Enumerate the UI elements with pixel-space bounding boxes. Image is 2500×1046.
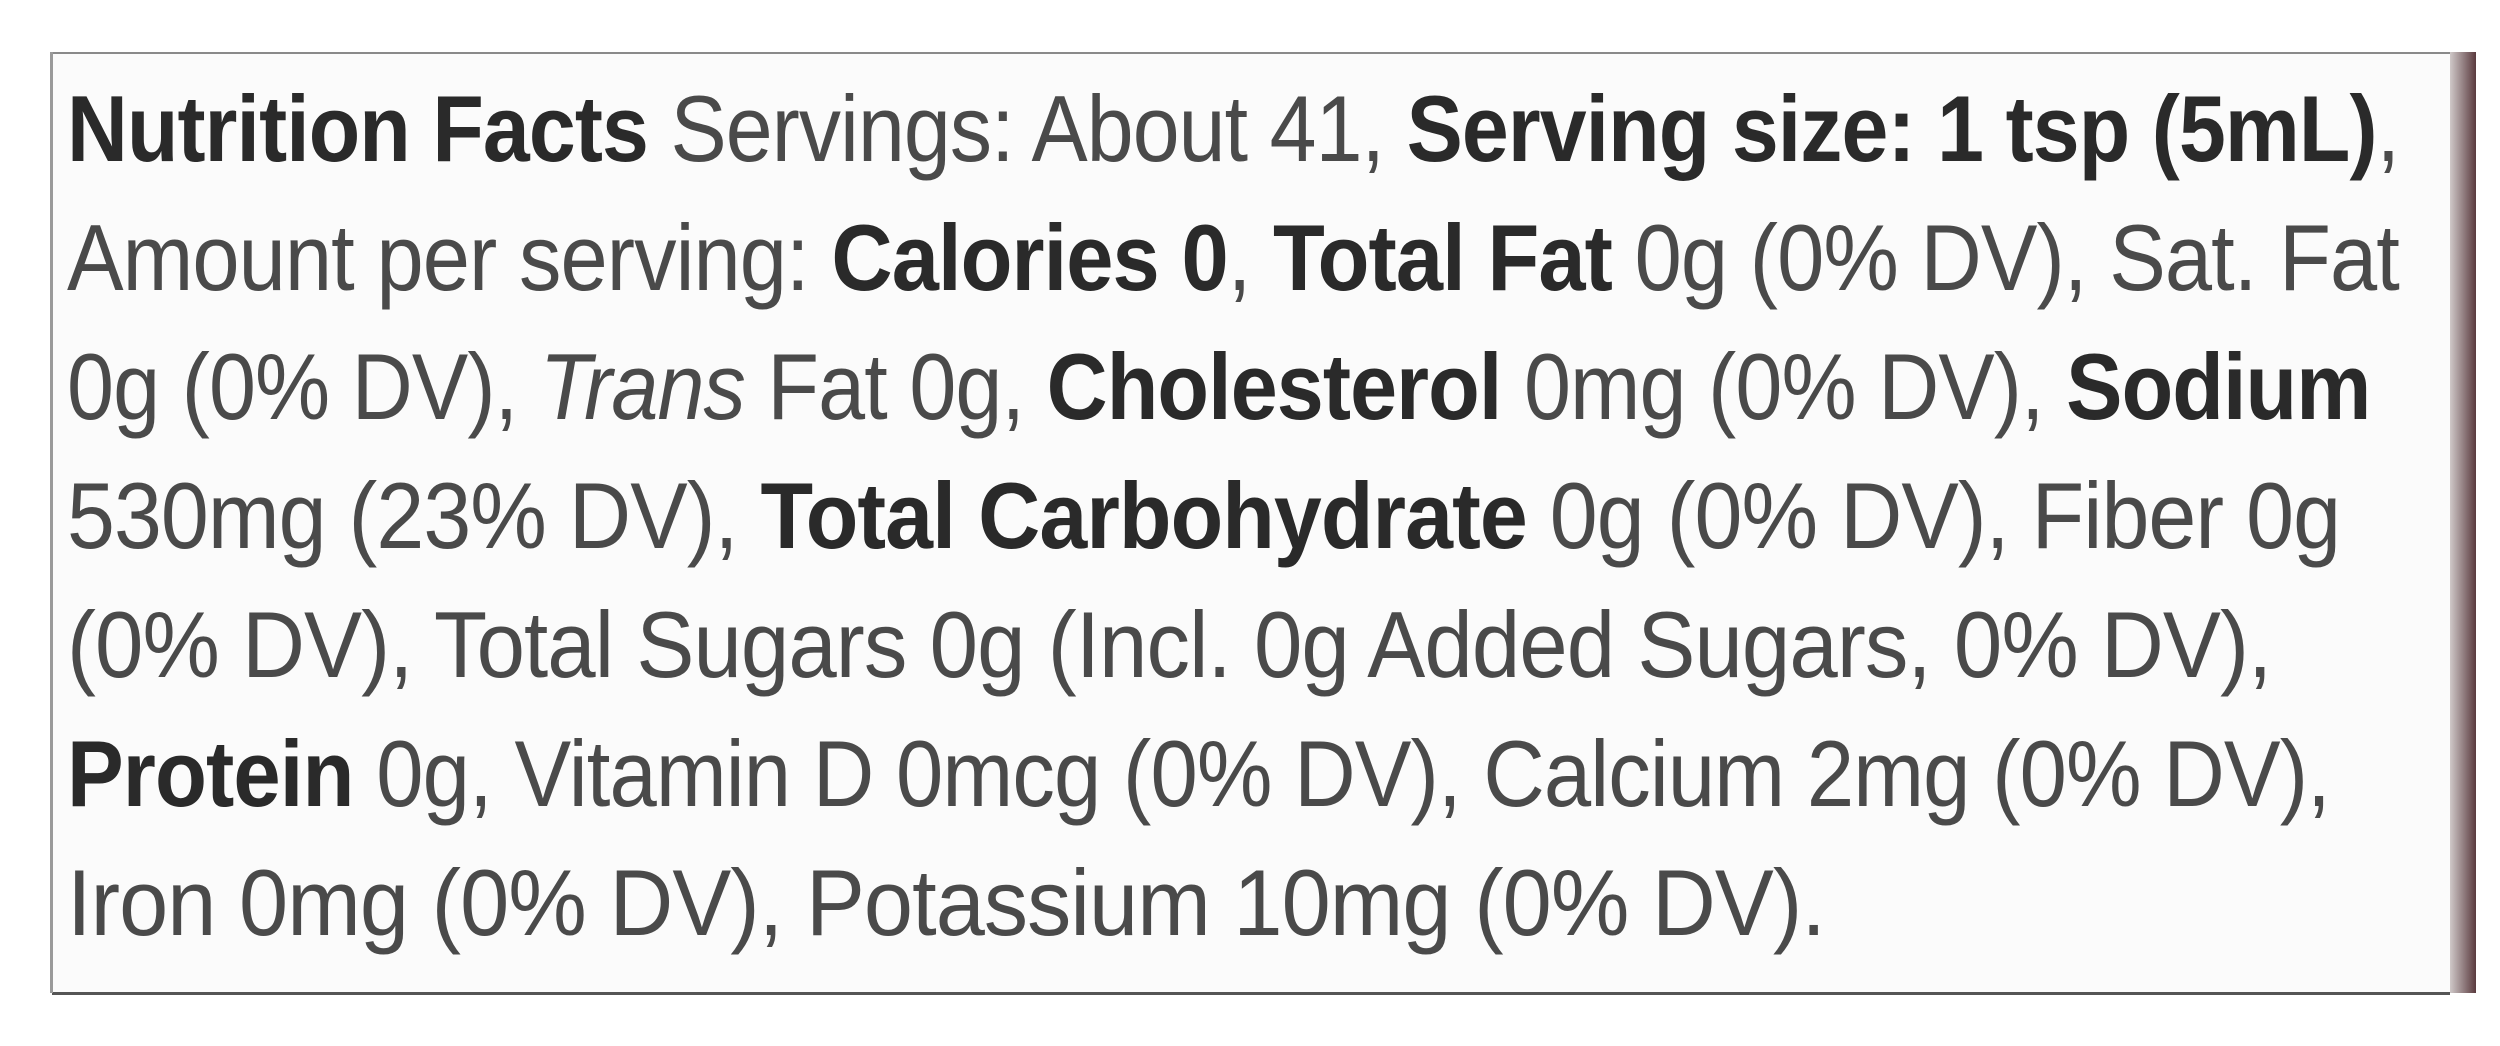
nutrient-heading: Total Carbohydrate xyxy=(760,463,1527,568)
nutrient-text: , xyxy=(1227,205,1274,310)
nutrient-text: Trans xyxy=(539,334,746,439)
nutrient-text: Servings: About 41, xyxy=(647,76,1407,181)
bottle-edge xyxy=(2450,52,2476,993)
nutrition-label xyxy=(52,52,2450,995)
nutrient-text: 0g (0% DV), Sat. Fat xyxy=(1611,205,2400,310)
label-left-edge xyxy=(50,52,53,993)
nutrient-text: Iron 0mg (0% DV), Potassium 10mg (0% DV)… xyxy=(67,850,1826,955)
nutrient-heading: Cholesterol xyxy=(1046,334,1503,439)
nutrient-heading: Serving size: 1 tsp (5mL) xyxy=(1406,76,2378,181)
label-line: 0g (0% DV), Trans Fat 0g, Cholesterol 0m… xyxy=(67,322,2371,451)
nutrient-text: Fat 0g, xyxy=(744,334,1047,439)
label-line: Iron 0mg (0% DV), Potassium 10mg (0% DV)… xyxy=(67,838,1826,967)
label-line: (0% DV), Total Sugars 0g (Incl. 0g Added… xyxy=(67,580,2272,709)
nutrient-heading: Protein xyxy=(67,721,354,826)
label-line: 530mg (23% DV), Total Carbohydrate 0g (0… xyxy=(67,451,2341,580)
nutrient-heading: Total Fat xyxy=(1273,205,1613,310)
nutrient-text: 0mg (0% DV), xyxy=(1501,334,2067,439)
nutrient-text: 0g (0% DV), xyxy=(67,334,540,439)
nutrient-text: 530mg (23% DV), xyxy=(67,463,761,568)
label-line: Protein 0g, Vitamin D 0mcg (0% DV), Calc… xyxy=(67,709,2331,838)
label-line: Nutrition Facts Servings: About 41, Serv… xyxy=(67,64,2400,193)
nutrient-text: , xyxy=(2376,76,2400,181)
label-line: Amount per serving: Calories 0, Total Fa… xyxy=(67,193,2400,322)
nutrient-text: Amount per serving: xyxy=(67,205,832,310)
nutrient-heading: Nutrition Facts xyxy=(67,76,649,181)
nutrient-heading: Calories 0 xyxy=(831,205,1228,310)
nutrient-heading: Sodium xyxy=(2066,334,2371,439)
nutrient-text: (0% DV), Total Sugars 0g (Incl. 0g Added… xyxy=(67,592,2272,697)
nutrient-text: 0g (0% DV), Fiber 0g xyxy=(1526,463,2341,568)
nutrient-text: 0g, Vitamin D 0mcg (0% DV), Calcium 2mg … xyxy=(353,721,2330,826)
